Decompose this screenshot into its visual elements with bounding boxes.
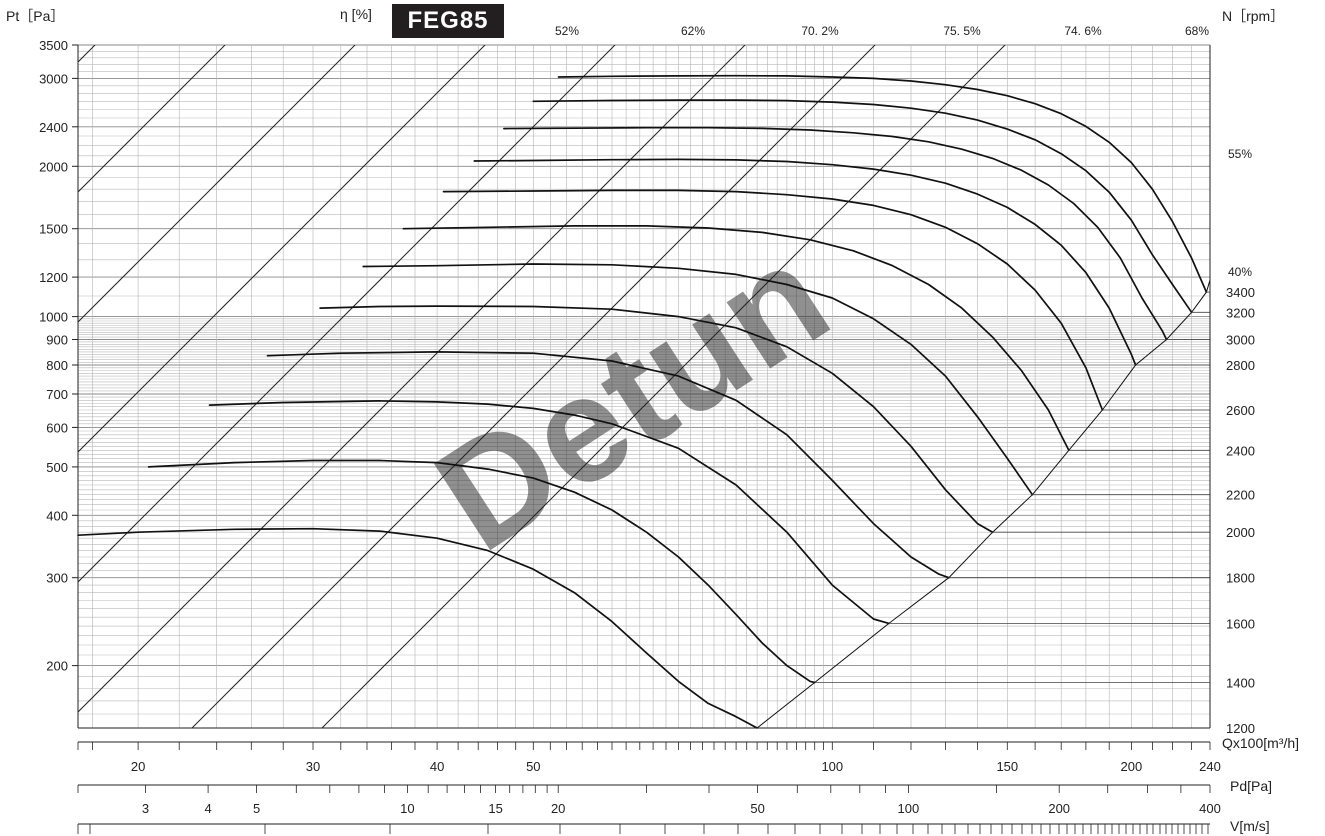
rpm-label: 3200 [1226, 305, 1255, 320]
grid-lines [78, 44, 1211, 728]
efficiency-diagonal [321, 45, 1006, 728]
q-tick-label: 50 [526, 759, 540, 774]
curve-2800-rpm [473, 158, 1137, 366]
y-tick-label: 2000 [39, 159, 68, 174]
efficiency-axis-title: η [%] [340, 6, 372, 22]
q-tick-label: 200 [1121, 759, 1143, 774]
efficiency-diagonal [78, 45, 96, 63]
pd-tick-label: 4 [204, 801, 211, 816]
efficiency-labels: 52% 62% 70. 2% 75. 5% 74. 6% 68% 55% 40% [555, 24, 1252, 279]
efficiency-label: 40% [1228, 265, 1252, 279]
y-tick-label: 900 [46, 333, 68, 348]
pd-tick-label: 3 [142, 801, 149, 816]
q-tick-label: 20 [131, 759, 145, 774]
efficiency-diagonal [78, 45, 356, 323]
rpm-axis-title: N［rpm］ [1222, 8, 1285, 24]
y-tick-labels: 200 300 400 500 600 700 800 900 1000 1200 1500 2000… [39, 38, 78, 674]
curve-3000-rpm [503, 126, 1168, 341]
efficiency-diagonal [78, 45, 616, 583]
rpm-label: 3000 [1226, 333, 1255, 348]
efficiency-label: 75. 5% [943, 24, 981, 38]
curve-2600-rpm [442, 189, 1104, 411]
efficiency-diagonal [191, 45, 876, 728]
efficiency-label: 52% [555, 24, 579, 38]
q-tick-label: 30 [306, 759, 320, 774]
y-tick-label: 2400 [39, 120, 68, 135]
efficiency-diagonals [0, 0, 1006, 768]
v-axis [77, 823, 1210, 834]
y-tick-label: 400 [46, 508, 68, 523]
rpm-label: 1600 [1226, 616, 1255, 631]
rpm-labels: 1200 1400 1600 1800 2000 2200 2400 2600 2800 3000… [1226, 285, 1255, 736]
rpm-label: 2600 [1226, 403, 1255, 418]
efficiency-label: 68% [1185, 24, 1209, 38]
curve-1600-rpm [208, 400, 890, 625]
efficiency-label: 62% [681, 24, 705, 38]
pd-tick-label: 50 [750, 801, 764, 816]
pd-tick-label: 100 [898, 801, 920, 816]
efficiency-label: 74. 6% [1064, 24, 1102, 38]
rpm-label: 2800 [1226, 358, 1255, 373]
q-tick-label: 240 [1199, 759, 1221, 774]
rpm-label: 2000 [1226, 525, 1255, 540]
pt-axis-title: Pt［Pa］ [6, 8, 65, 24]
y-tick-label: 1000 [39, 310, 68, 325]
y-tick-label: 500 [46, 460, 68, 475]
efficiency-diagonal [78, 45, 226, 193]
pd-tick-label: 5 [253, 801, 260, 816]
curve-1200-rpm [77, 527, 758, 729]
efficiency-diagonal [78, 45, 746, 713]
y-tick-label: 700 [46, 387, 68, 402]
rpm-label: 1800 [1226, 571, 1255, 586]
curve-1400-rpm [147, 459, 816, 684]
pd-axis-title: Pd[Pa] [1230, 778, 1273, 794]
y-tick-label: 1500 [39, 222, 68, 237]
efficiency-label: 70. 2% [801, 24, 839, 38]
rpm-label: 3400 [1226, 285, 1255, 300]
q-tick-label: 150 [996, 759, 1018, 774]
curve-3400-rpm [557, 74, 1208, 293]
axes [77, 45, 1211, 729]
pd-axis: 3 4 5 10 15 20 50 100 200 400 [77, 784, 1221, 816]
q-axis-title: Qx100[m³/h] [1222, 735, 1300, 751]
y-tick-label: 200 [46, 659, 68, 674]
y-tick-label: 3000 [39, 71, 68, 86]
q-tick-label: 100 [821, 759, 843, 774]
model-badge: FEG85 [392, 4, 504, 38]
curve-2000-rpm [319, 305, 994, 534]
rpm-label: 1200 [1226, 721, 1255, 736]
curve-2200-rpm [362, 263, 1034, 496]
y-tick-label: 600 [46, 420, 68, 435]
y-tick-label: 800 [46, 358, 68, 373]
y-tick-label: 3500 [39, 38, 68, 53]
pd-tick-label: 20 [551, 801, 565, 816]
v-axis-title: V[m/s] [1230, 818, 1270, 834]
y-tick-label: 1200 [39, 270, 68, 285]
curve-2400-rpm [402, 225, 1070, 452]
pd-tick-label: 400 [1199, 801, 1221, 816]
efficiency-diagonal [0, 0, 50, 768]
rpm-label: 1400 [1226, 676, 1255, 691]
curve-3200-rpm [532, 99, 1193, 314]
curve-1800-rpm [266, 351, 950, 579]
rpm-label: 2400 [1226, 443, 1255, 458]
pd-tick-label: 10 [400, 801, 414, 816]
efficiency-diagonal [78, 45, 486, 453]
pd-tick-label: 15 [488, 801, 502, 816]
q-tick-label: 40 [430, 759, 444, 774]
efficiency-label: 55% [1228, 147, 1252, 161]
q-axis: 20 30 40 50 100 150 200 240 [77, 741, 1221, 774]
pd-tick-label: 200 [1048, 801, 1070, 816]
rpm-label: 2200 [1226, 488, 1255, 503]
y-tick-label: 300 [46, 571, 68, 586]
